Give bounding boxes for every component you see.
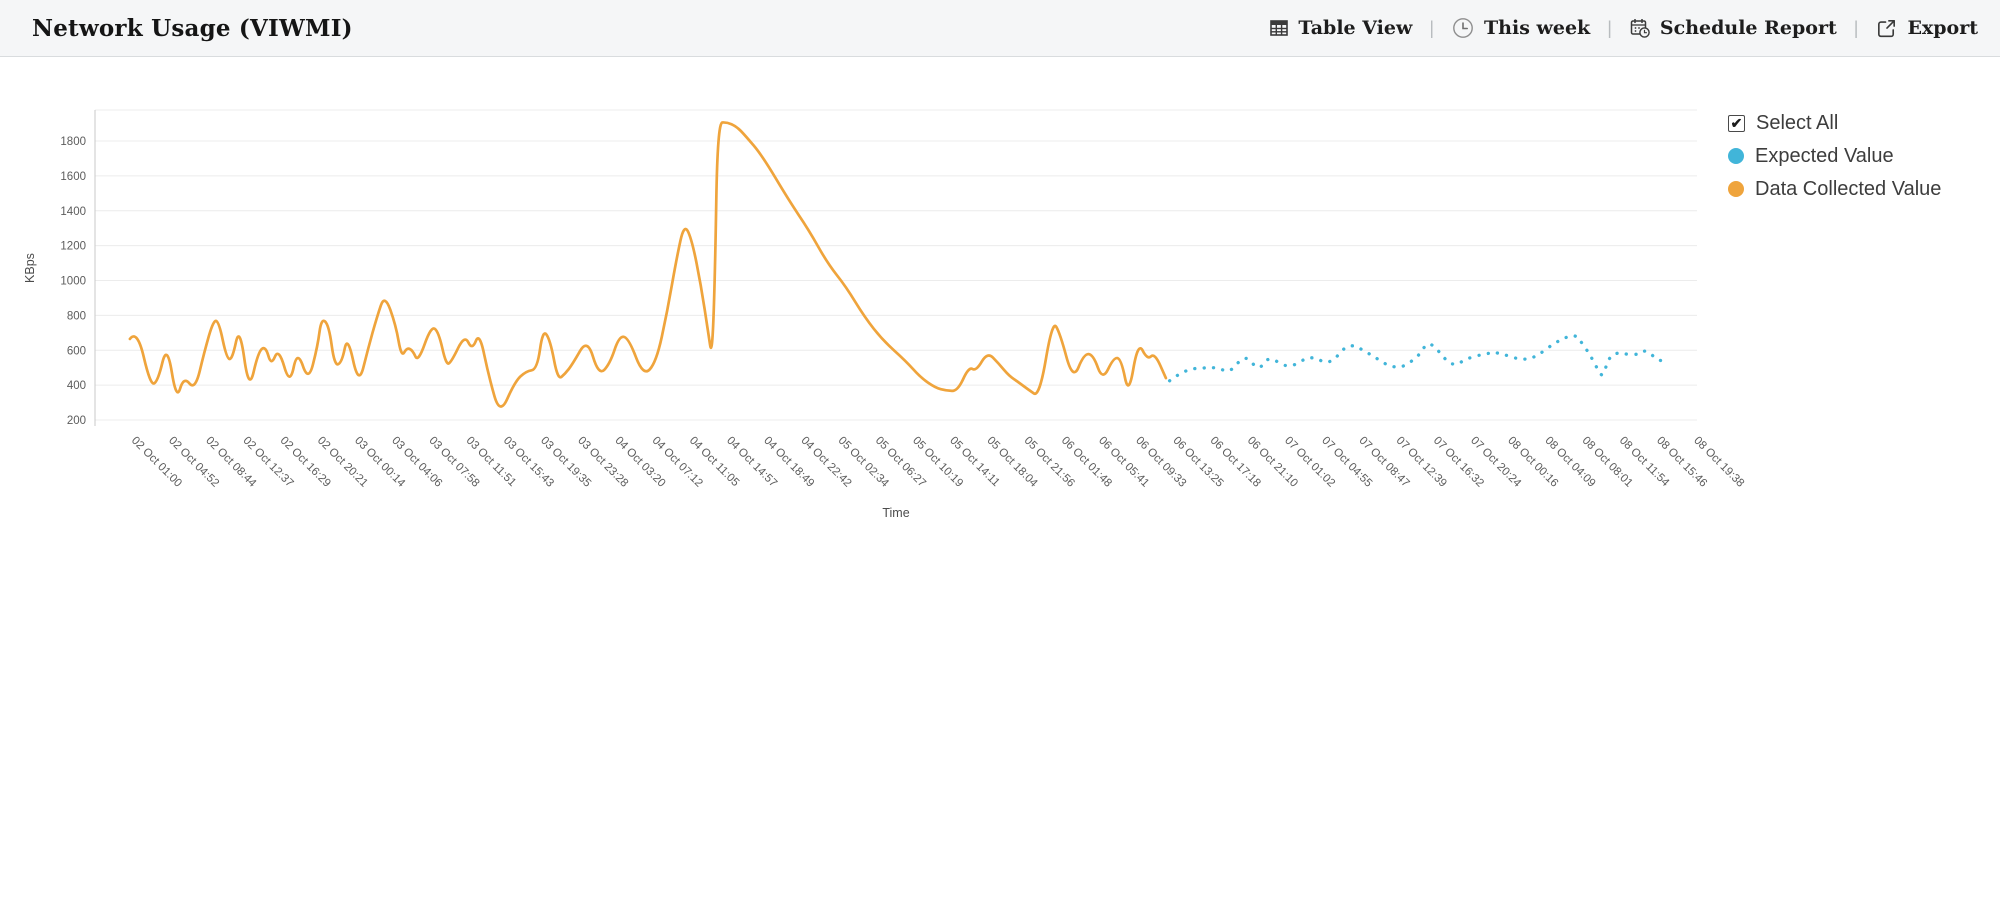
- expected-value-swatch: [1728, 148, 1744, 164]
- table-view-label: Table View: [1298, 17, 1413, 39]
- series-data-collected-value: [128, 121, 1168, 408]
- y-axis-tick-label: 1600: [60, 171, 86, 183]
- expected-value-label: Expected Value: [1755, 144, 1894, 167]
- toolbar-separator: |: [1607, 17, 1612, 38]
- x-axis-tick-label: 08 Oct 04:09: [1542, 435, 1597, 490]
- x-axis-tick-label: 08 Oct 00:16: [1505, 435, 1560, 490]
- calendar-clock-icon: [1629, 17, 1651, 39]
- x-axis-tick-label: 05 Oct 18:04: [984, 435, 1039, 490]
- x-axis-tick-label: 08 Oct 11:54: [1617, 435, 1672, 490]
- select-all-label: Select All: [1756, 111, 1839, 134]
- x-axis-tick-label: 07 Oct 01:02: [1282, 435, 1337, 490]
- schedule-report-label: Schedule Report: [1659, 17, 1837, 39]
- x-axis-tick-label: 03 Oct 04:06: [389, 435, 444, 490]
- x-axis-tick-label: 06 Oct 13:25: [1170, 435, 1225, 490]
- x-axis-tick-label: 03 Oct 19:35: [538, 435, 593, 490]
- export-icon: [1875, 17, 1898, 40]
- x-axis-tick-label: 06 Oct 09:33: [1133, 435, 1188, 490]
- x-axis-tick-label: 05 Oct 14:11: [947, 435, 1001, 489]
- x-axis-tick-label: 02 Oct 16:29: [278, 435, 333, 490]
- x-axis-tick-label: 04 Oct 22:42: [798, 435, 853, 490]
- chart-legend: ✔ Select All Expected Value Data Collect…: [1728, 110, 1941, 202]
- legend-select-all[interactable]: ✔ Select All: [1728, 110, 1941, 136]
- time-range-label: This week: [1484, 17, 1591, 39]
- x-axis-tick-label: 03 Oct 07:58: [426, 435, 481, 490]
- x-axis-tick-label: 03 Oct 00:14: [352, 435, 407, 490]
- x-axis-tick-label: 04 Oct 11:05: [687, 435, 741, 489]
- x-axis-tick-label: 08 Oct 15:46: [1654, 435, 1709, 490]
- x-axis-tick-label: 07 Oct 12:39: [1394, 435, 1449, 490]
- y-axis-tick-label: 800: [67, 310, 86, 322]
- y-axis-tick-label: 1400: [60, 206, 86, 218]
- schedule-report-button[interactable]: Schedule Report: [1627, 13, 1839, 43]
- x-axis-tick-label: 05 Oct 21:56: [1022, 435, 1077, 490]
- x-axis-tick-label: 02 Oct 08:44: [203, 435, 258, 490]
- x-axis-tick-label: 05 Oct 02:34: [836, 435, 891, 490]
- time-range-button[interactable]: This week: [1449, 12, 1592, 44]
- x-axis-tick-label: 02 Oct 12:37: [240, 435, 295, 490]
- x-axis-tick-label: 04 Oct 07:12: [650, 435, 705, 490]
- y-axis-tick-label: 1000: [60, 276, 86, 288]
- x-axis-tick-label: 08 Oct 19:38: [1691, 435, 1746, 490]
- series-expected-value: [1167, 334, 1665, 383]
- x-axis-tick-label: 03 Oct 23:28: [575, 435, 630, 490]
- network-usage-chart: 200 400 600 800 1000 1200 1400 1600 1800 02 Oct 0…: [23, 109, 1746, 520]
- x-axis-tick-label: 04 Oct 14:57: [724, 435, 779, 490]
- x-axis-tick-label: 06 Oct 05:41: [1096, 435, 1151, 490]
- x-axis-tick-label: 04 Oct 18:49: [761, 435, 816, 490]
- x-axis-tick-label: 07 Oct 08:47: [1356, 435, 1411, 490]
- y-axis-tick-label: 1200: [60, 241, 86, 253]
- export-button[interactable]: Export: [1873, 13, 1980, 44]
- x-axis-tick-label: 04 Oct 03:20: [612, 435, 667, 490]
- toolbar-separator: |: [1853, 17, 1859, 38]
- data-collected-value-label: Data Collected Value: [1755, 177, 1942, 200]
- page-title: Network Usage (VIWMI): [32, 14, 353, 42]
- legend-item-data-collected-value[interactable]: Data Collected Value: [1728, 176, 1941, 202]
- x-axis-tick-label: 02 Oct 01:00: [129, 435, 184, 490]
- clock-icon: [1451, 16, 1475, 40]
- x-axis-tick-label: 06 Oct 21:10: [1245, 435, 1300, 490]
- table-view-button[interactable]: Table View: [1267, 13, 1414, 43]
- data-collected-value-swatch: [1728, 181, 1744, 197]
- x-axis-tick-label: 03 Oct 11:51: [464, 435, 518, 489]
- export-label: Export: [1907, 17, 1978, 39]
- y-axis-tick-label: 1800: [60, 136, 86, 148]
- toolbar: Table View | This week |: [1267, 12, 1980, 44]
- x-axis-tick-label: 03 Oct 15:43: [501, 435, 556, 490]
- x-axis-tick-label: 02 Oct 04:52: [166, 435, 221, 490]
- x-axis-tick-label: 05 Oct 10:19: [910, 435, 965, 490]
- x-axis-tick-label: 07 Oct 04:55: [1319, 435, 1374, 490]
- chart-panel: 200 400 600 800 1000 1200 1400 1600 1800 02 Oct 0…: [23, 109, 1746, 520]
- y-axis-tick-label: 400: [67, 380, 86, 392]
- y-axis-title: KBps: [23, 253, 37, 283]
- top-bar: Network Usage (VIWMI) Table View |: [0, 0, 2000, 57]
- y-axis-tick-label: 200: [67, 415, 86, 427]
- x-axis-title: Time: [882, 506, 909, 520]
- x-axis-tick-label: 06 Oct 01:48: [1059, 435, 1114, 490]
- x-axis-tick-label: 05 Oct 06:27: [873, 435, 928, 490]
- toolbar-separator: |: [1429, 17, 1435, 38]
- x-axis-tick-label: 07 Oct 20:24: [1468, 435, 1523, 490]
- x-axis-tick-label: 02 Oct 20:21: [315, 435, 370, 490]
- table-icon: [1269, 18, 1289, 38]
- select-all-checkbox[interactable]: ✔: [1728, 114, 1745, 132]
- y-axis-tick-label: 600: [67, 345, 86, 357]
- legend-item-expected-value[interactable]: Expected Value: [1728, 143, 1941, 169]
- x-axis-tick-label: 06 Oct 17:18: [1208, 435, 1263, 490]
- x-axis-tick-label: 07 Oct 16:32: [1431, 435, 1486, 490]
- x-axis-tick-label: 08 Oct 08:01: [1580, 435, 1635, 490]
